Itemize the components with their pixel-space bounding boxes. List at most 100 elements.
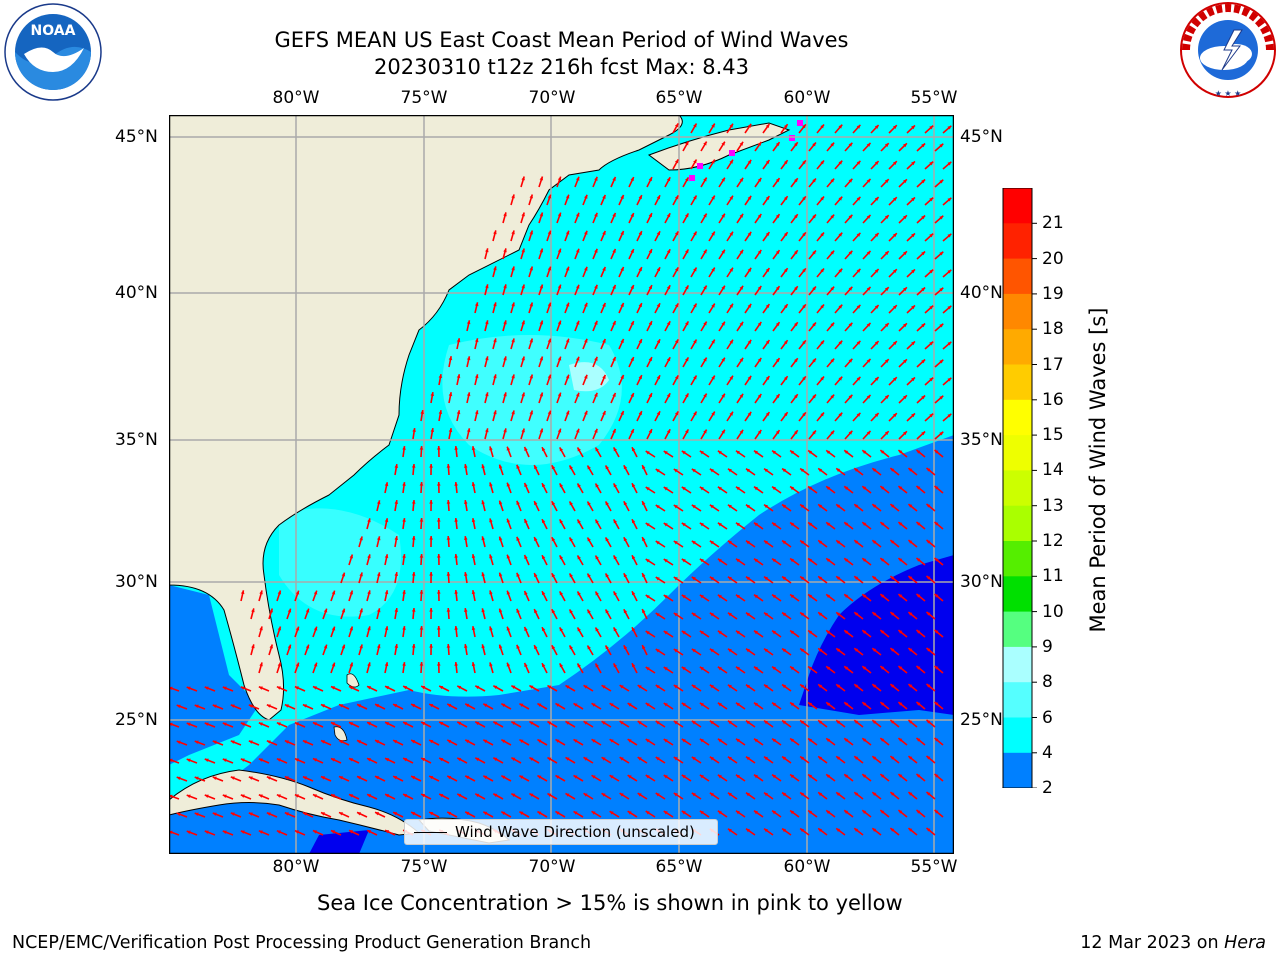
wave-arrow-head — [908, 792, 913, 796]
wave-arrow-head — [551, 645, 556, 650]
wave-arrow-head — [862, 810, 867, 814]
wave-arrow-head — [757, 141, 762, 146]
wave-arrow-head — [693, 267, 697, 272]
wave-arrow-head — [874, 125, 879, 129]
wave-arrow-head — [739, 429, 744, 434]
wave-arrow-head — [429, 500, 433, 504]
wave-arrow-head — [176, 812, 181, 817]
wave-arrow-head — [802, 124, 806, 129]
wave-arrow-head — [800, 720, 805, 725]
wave-arrow-head — [674, 123, 679, 128]
wave-arrow-head — [403, 722, 408, 726]
wave-arrow-head — [830, 142, 835, 147]
wave-arrow-head — [376, 608, 381, 613]
wave-arrow-head — [903, 179, 907, 184]
wave-arrow-head — [623, 645, 628, 650]
wave-arrow-head — [411, 608, 416, 612]
wave-arrow-head — [595, 663, 599, 668]
wave-arrow-head — [874, 269, 879, 273]
wave-arrow-head — [529, 374, 533, 379]
wave-arrow-head — [794, 394, 798, 399]
lat-tick-left-40n: 40°N — [115, 283, 158, 303]
wave-arrow-head — [729, 411, 733, 416]
wave-arrow-head — [542, 663, 546, 668]
wave-arrow-head — [559, 447, 564, 452]
wave-arrow-head — [890, 540, 895, 544]
wave-arrow-head — [934, 521, 939, 526]
wave-arrow-head — [656, 339, 661, 344]
wave-arrow-head — [783, 304, 788, 309]
wave-arrow-head — [557, 428, 562, 433]
wave-arrow-head — [747, 339, 752, 344]
wave-arrow-head — [838, 340, 843, 345]
wave-arrow-head — [903, 359, 907, 364]
footer-date: 12 Mar 2023 on Hera — [1080, 933, 1266, 953]
wave-arrow-head — [429, 704, 434, 708]
wave-arrow-head — [775, 178, 780, 183]
wave-arrow-head — [609, 811, 614, 815]
wave-arrow-head — [775, 430, 780, 435]
wave-arrow-head — [258, 758, 263, 762]
wave-arrow-head — [330, 722, 335, 726]
nws-logo: ★ ★ ★ — [1180, 2, 1276, 98]
wave-arrow-head — [248, 704, 253, 708]
wave-arrow-head — [489, 626, 493, 631]
wave-arrow-head — [573, 739, 578, 743]
wave-arrow-head — [565, 194, 570, 199]
wave-arrow-head — [685, 249, 689, 254]
wave-arrow-head — [583, 757, 588, 761]
wave-arrow-head — [711, 303, 715, 308]
wave-arrow-head — [685, 393, 689, 398]
wave-arrow-head — [539, 392, 544, 397]
wave-arrow-head — [709, 684, 714, 689]
wave-arrow-head — [783, 160, 788, 165]
colorbar-tick-label: 12 — [1042, 531, 1064, 551]
wave-arrow-head — [691, 612, 696, 617]
wave-arrow-head — [594, 248, 598, 253]
wave-arrow-head — [457, 793, 462, 798]
wave-arrow-head — [903, 251, 907, 256]
wave-arrow-head — [947, 341, 952, 346]
wave-arrow-head — [772, 486, 777, 491]
wave-arrow-head — [637, 721, 642, 725]
wave-arrow-head — [765, 268, 770, 272]
wave-arrow-head — [612, 320, 616, 325]
wave-arrow-head — [465, 703, 470, 708]
wave-arrow-head — [934, 449, 939, 454]
wave-arrow-head — [630, 393, 634, 398]
wave-arrow-head — [534, 573, 538, 578]
wave-arrow-head — [911, 161, 915, 166]
wave-arrow-head — [802, 304, 806, 309]
wave-arrow-head — [385, 722, 390, 726]
wave-arrow-head — [584, 374, 588, 379]
wave-arrow-head — [313, 626, 318, 631]
wave-arrow-head — [884, 431, 889, 435]
wave-arrow-head — [584, 302, 588, 307]
wave-arrow-head — [524, 482, 528, 487]
wave-arrow-head — [854, 468, 859, 472]
wave-arrow-head — [745, 540, 750, 545]
wave-arrow-head — [693, 303, 697, 308]
wave-arrow-head — [565, 338, 570, 343]
wave-arrow-head — [673, 756, 678, 761]
wave-arrow-head — [693, 411, 697, 416]
wave-arrow-head — [916, 810, 921, 814]
wave-arrow-head — [783, 124, 788, 129]
wave-arrow-head — [838, 412, 843, 417]
wave-arrow-head — [456, 410, 461, 415]
wave-arrow-head — [866, 250, 871, 255]
wave-arrow-head — [411, 572, 416, 576]
wave-arrow-head — [818, 684, 823, 689]
wave-arrow-head — [921, 323, 926, 328]
wave-arrow-head — [699, 738, 704, 743]
wave-arrow-head — [529, 302, 533, 307]
wave-arrow-head — [808, 594, 813, 599]
wave-arrow-head — [222, 758, 227, 762]
wave-arrow-head — [880, 450, 885, 454]
wave-arrow-head — [481, 464, 485, 469]
wave-arrow-head — [212, 812, 217, 816]
wave-arrow-head — [421, 722, 426, 726]
wave-arrow-head — [349, 758, 354, 762]
wave-arrow-head — [620, 374, 624, 379]
wave-arrow-head — [313, 662, 318, 667]
